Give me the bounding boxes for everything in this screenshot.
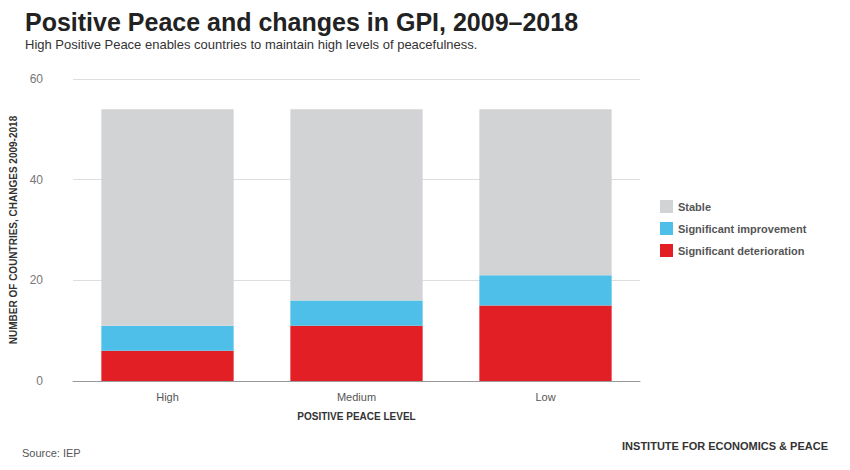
svg-text:Low: Low xyxy=(535,391,555,403)
svg-text:High Positive Peace enables co: High Positive Peace enables countries to… xyxy=(25,37,477,52)
svg-text:40: 40 xyxy=(30,173,44,187)
svg-text:60: 60 xyxy=(30,72,44,86)
svg-text:Source: IEP: Source: IEP xyxy=(22,447,81,459)
svg-text:High: High xyxy=(156,391,179,403)
svg-text:Medium: Medium xyxy=(337,391,376,403)
svg-text:NUMBER OF COUNTRIES, CHANGES 2: NUMBER OF COUNTRIES, CHANGES 2009-2018 xyxy=(8,115,19,344)
svg-text:0: 0 xyxy=(36,374,43,388)
svg-text:20: 20 xyxy=(30,273,44,287)
svg-text:POSITIVE PEACE LEVEL: POSITIVE PEACE LEVEL xyxy=(297,411,415,422)
svg-text:Significant deterioration: Significant deterioration xyxy=(678,245,805,257)
svg-text:INSTITUTE FOR ECONOMICS & PEAC: INSTITUTE FOR ECONOMICS & PEACE xyxy=(622,440,828,452)
svg-text:Stable: Stable xyxy=(678,201,711,213)
svg-text:Significant improvement: Significant improvement xyxy=(678,223,807,235)
svg-text:Positive Peace and changes in: Positive Peace and changes in GPI, 2009–… xyxy=(25,8,578,36)
